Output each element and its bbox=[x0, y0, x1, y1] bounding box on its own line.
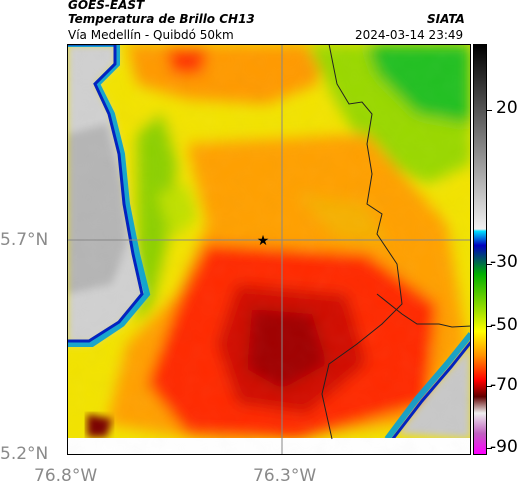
timestamp-label: 2024-03-14 23:49 bbox=[355, 28, 464, 42]
lat-label: 5.7°N bbox=[0, 230, 49, 250]
lon-label: 76.3°W bbox=[253, 466, 317, 486]
agency-label: SIATA bbox=[427, 12, 465, 26]
boundary-line bbox=[376, 293, 471, 328]
colorbar-label: 20 bbox=[496, 98, 518, 118]
colorbar-label: -30 bbox=[490, 252, 518, 272]
map-svg: ★ bbox=[67, 44, 471, 455]
star-icon: ★ bbox=[257, 233, 270, 249]
boundary-line bbox=[321, 44, 403, 440]
colorbar-label: -50 bbox=[490, 315, 518, 335]
colorbar-tick bbox=[487, 448, 492, 449]
colorbar-label: -70 bbox=[490, 375, 518, 395]
colorbar-label: -90 bbox=[490, 437, 518, 457]
colorbar-tick bbox=[487, 386, 492, 387]
colorbar-tick bbox=[487, 326, 492, 327]
region-label: Vía Medellín - Quibdó 50km bbox=[68, 28, 234, 42]
satellite-name: GOES-EAST bbox=[68, 0, 145, 12]
colorbar-tick bbox=[487, 110, 492, 111]
lat-label: 5.2°N bbox=[0, 444, 49, 464]
colorbar-tick bbox=[487, 264, 492, 265]
brightness-temperature-map: ★ bbox=[67, 44, 471, 455]
product-title: Temperatura de Brillo CH13 bbox=[68, 12, 255, 26]
lon-label: 76.8°W bbox=[34, 466, 98, 486]
colorbar bbox=[473, 44, 487, 455]
